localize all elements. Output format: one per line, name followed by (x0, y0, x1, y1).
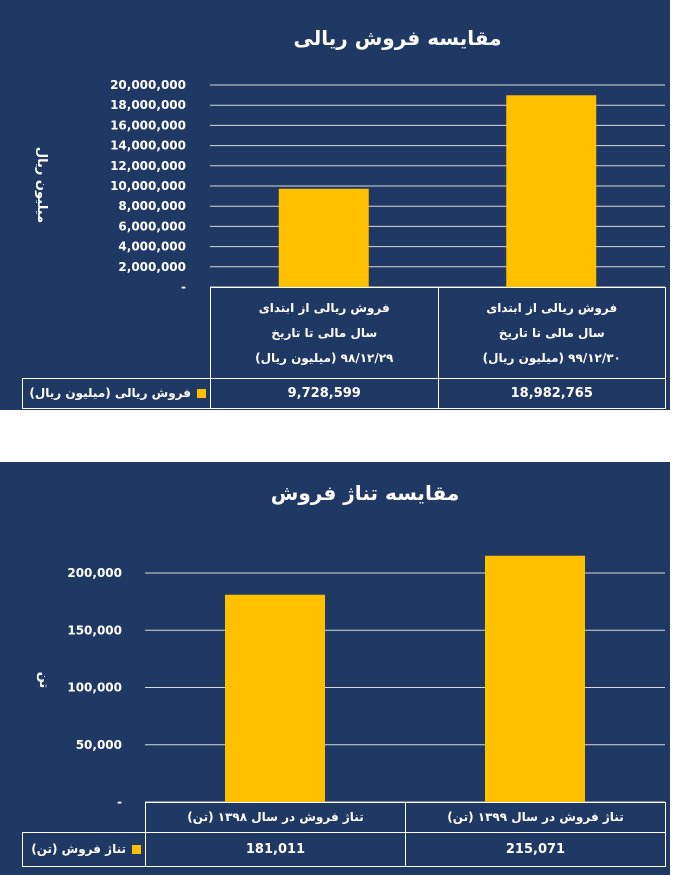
legend-label: تناژ فروش (تن) (31, 842, 126, 856)
legend-swatch (132, 845, 141, 854)
category-cell: تناژ فروش در سال ۱۳۹۹ (تن) (405, 802, 666, 833)
y-tick-label: 6,000,000 (118, 219, 186, 233)
value-label: 181,011 (145, 832, 406, 867)
bar (485, 555, 585, 802)
legend-cell: فروش ریالی (میلیون ریال) (22, 378, 211, 409)
y-axis-label: تن (36, 672, 51, 689)
y-tick-label: 12,000,000 (110, 159, 186, 173)
chart-panel: مقایسه تناژ فروش تن - 50,000 100,000 150,000 2… (0, 462, 670, 875)
y-tick-label: 14,000,000 (110, 139, 186, 153)
y-tick-label: 4,000,000 (118, 240, 186, 254)
chart-title: مقایسه فروش ریالی (293, 26, 501, 50)
legend-swatch (197, 389, 206, 398)
y-tick-label: - (117, 795, 122, 809)
chart-panel: مقایسه فروش ریالی میلیون ریال - 2,000,000 4,… (0, 0, 670, 410)
y-tick-label: 150,000 (67, 623, 122, 637)
value-label: 18,982,765 (437, 378, 666, 409)
bar (225, 594, 325, 802)
value-label: 9,728,599 (210, 378, 439, 409)
value-label: 215,071 (405, 832, 666, 867)
y-tick-label: 20,000,000 (110, 78, 186, 92)
y-tick-label: 18,000,000 (110, 98, 186, 112)
legend-cell: تناژ فروش (تن) (22, 832, 146, 867)
y-tick-label: 100,000 (67, 681, 122, 695)
y-tick-label: 2,000,000 (118, 260, 186, 274)
y-tick-label: 200,000 (67, 566, 122, 580)
chart: مقایسه تناژ فروش تن - 50,000 100,000 150,000 2… (36, 481, 665, 809)
category-cell: فروش ریالی از ابتدای سال مالی تا تاریخ ۹… (210, 287, 439, 379)
y-axis-label: میلیون ریال (34, 147, 49, 223)
chart-title: مقایسه تناژ فروش (271, 481, 459, 505)
y-tick-label: 10,000,000 (110, 179, 186, 193)
legend-label: فروش ریالی (میلیون ریال) (29, 386, 191, 400)
bar (278, 188, 369, 287)
category-cell: فروش ریالی از ابتدای سال مالی تا تاریخ ۹… (437, 287, 666, 379)
y-tick-label: 16,000,000 (110, 118, 186, 132)
category-cell: تناژ فروش در سال ۱۳۹۸ (تن) (145, 802, 406, 833)
y-tick-label: 8,000,000 (118, 199, 186, 213)
y-tick-label: - (181, 280, 186, 294)
bar (506, 95, 597, 287)
y-tick-label: 50,000 (76, 738, 122, 752)
